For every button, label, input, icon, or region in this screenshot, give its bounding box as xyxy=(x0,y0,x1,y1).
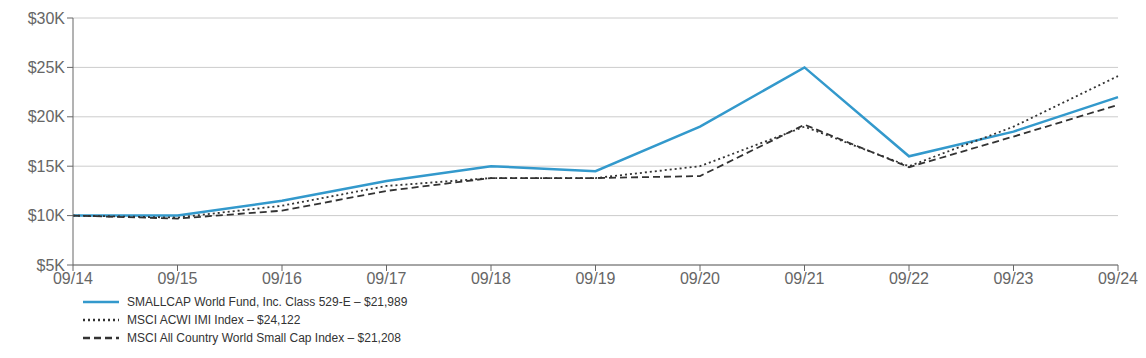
svg-text:09/17: 09/17 xyxy=(366,270,406,287)
svg-text:$25K: $25K xyxy=(28,59,66,76)
svg-text:$20K: $20K xyxy=(28,108,66,125)
svg-text:$30K: $30K xyxy=(28,10,66,27)
svg-text:09/14: 09/14 xyxy=(53,270,93,288)
svg-text:09/18: 09/18 xyxy=(471,270,511,287)
svg-text:09/15: 09/15 xyxy=(157,270,197,287)
svg-text:09/20: 09/20 xyxy=(680,270,720,287)
svg-text:$15K: $15K xyxy=(28,158,66,175)
html-text:MSCI ACWI IMI Index – $24,122: MSCI ACWI IMI Index – $24,122 xyxy=(127,313,301,327)
svg-text:09/16: 09/16 xyxy=(262,270,302,287)
html-text:SMALLCAP World Fund, Inc. Clas: SMALLCAP World Fund, Inc. Class 529-E – … xyxy=(127,295,408,309)
html-text:MSCI All Country World Small C: MSCI All Country World Small Cap Index –… xyxy=(127,331,401,345)
svg-text:09/19: 09/19 xyxy=(575,270,615,287)
svg-text:09/24: 09/24 xyxy=(1098,270,1138,287)
svg-text:09/22: 09/22 xyxy=(889,270,929,287)
svg-text:09/23: 09/23 xyxy=(993,270,1033,287)
svg-text:09/21: 09/21 xyxy=(784,270,824,287)
svg-text:$5K: $5K xyxy=(37,257,66,274)
svg-text:$10K: $10K xyxy=(28,207,66,224)
